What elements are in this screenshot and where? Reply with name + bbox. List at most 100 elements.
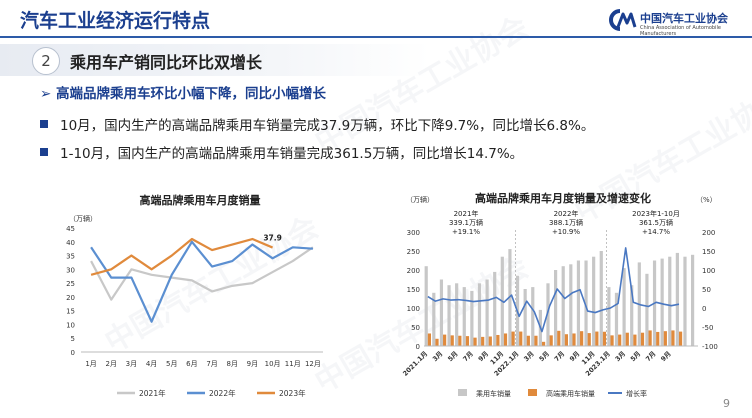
y-tick-label: 50 xyxy=(411,324,420,332)
subheading: ➢ 高端品牌乘用车环比小幅下降，同比小幅增长 xyxy=(40,82,326,102)
watermark: 中国汽车工业协会 xyxy=(309,9,535,161)
section-number: 2 xyxy=(32,47,60,75)
page-title: 汽车工业经济运行特点 xyxy=(20,10,211,32)
y2-tick-label: 50 xyxy=(702,286,711,294)
x-tick-label: 7月 xyxy=(461,350,474,363)
annotation-label: +19.1% xyxy=(452,228,480,236)
bar-premium-sales xyxy=(572,333,576,346)
legend-label: 2023年 xyxy=(279,388,306,398)
bar-total-sales xyxy=(576,260,581,346)
bullet-text: 1-10月，国内生产的高端品牌乘用车销量完成361.5万辆，同比增长14.7%。 xyxy=(60,146,524,162)
bar-total-sales xyxy=(531,287,535,346)
bar-premium-sales xyxy=(541,341,546,346)
bar-total-sales xyxy=(622,268,626,346)
y-axis-unit-label: （万辆） xyxy=(69,214,97,223)
y-tick-label: 0 xyxy=(71,349,75,357)
series-line-growth-rate xyxy=(427,247,680,333)
x-tick-label: 7月 xyxy=(553,350,566,363)
bar-premium-sales xyxy=(503,333,508,346)
bar-premium-sales xyxy=(481,336,485,346)
bar-premium-sales xyxy=(595,331,599,346)
y2-tick-label: -100 xyxy=(702,343,718,351)
bar-premium-sales xyxy=(633,334,637,346)
bar-total-sales xyxy=(561,266,565,346)
y2-tick-label: 200 xyxy=(702,229,715,237)
y2-tick-label: 150 xyxy=(702,248,715,256)
annotation-label: +10.9% xyxy=(552,228,580,236)
bar-premium-sales xyxy=(564,334,569,346)
bar-total-sales xyxy=(523,289,527,346)
bar-total-sales xyxy=(424,266,428,346)
bar-total-sales xyxy=(668,256,672,346)
annotation-label: 361.5万辆 xyxy=(639,218,673,227)
x-tick-label: 7月 xyxy=(206,360,217,368)
bar-premium-sales xyxy=(640,332,645,346)
legend-label: 高端乘用车销量 xyxy=(546,389,595,398)
x-tick-label: 2021.1月 xyxy=(401,350,429,378)
bar-premium-sales xyxy=(656,331,660,346)
y-tick-label: 150 xyxy=(407,286,420,294)
bar-total-sales xyxy=(477,283,482,346)
legend-label: 增长率 xyxy=(626,389,647,398)
y2-tick-label: -50 xyxy=(702,324,713,332)
legend-label: 乘用车销量 xyxy=(476,389,511,398)
bar-total-sales xyxy=(584,260,588,346)
y-tick-label: 100 xyxy=(407,305,420,313)
bar-total-sales xyxy=(493,271,497,346)
annotation-label: 388.1万辆 xyxy=(549,218,583,227)
x-tick-label: 5月 xyxy=(446,350,459,363)
bar-total-sales xyxy=(592,256,596,346)
x-tick-label: 8月 xyxy=(227,360,238,368)
bar-total-sales xyxy=(470,290,474,346)
y-axis-unit-label: （万辆） xyxy=(406,195,434,204)
x-tick-label: 3月 xyxy=(522,350,535,363)
x-tick-label: 3月 xyxy=(126,360,137,368)
x-tick-label: 2月 xyxy=(106,360,117,368)
x-tick-label: 5月 xyxy=(538,350,551,363)
y2-tick-label: 100 xyxy=(702,267,715,275)
bar-total-sales xyxy=(569,264,573,346)
bar-premium-sales xyxy=(602,331,607,346)
x-tick-label: 4月 xyxy=(146,360,157,368)
subheading-text: 高端品牌乘用车环比小幅下降，同比小幅增长 xyxy=(56,86,326,102)
legend-label: 2021年 xyxy=(139,388,166,398)
bar-total-sales xyxy=(546,283,550,346)
bar-premium-sales xyxy=(648,330,652,346)
bar-premium-sales xyxy=(427,333,432,346)
bar-premium-sales xyxy=(534,335,538,346)
annotation-label: 339.1万辆 xyxy=(449,218,483,227)
y-tick-label: 30 xyxy=(66,266,75,274)
series-line-2022年 xyxy=(90,240,313,323)
bar-total-sales xyxy=(645,273,649,346)
y-tick-label: 0 xyxy=(416,343,420,351)
bar-total-sales xyxy=(599,251,603,346)
bar-premium-sales xyxy=(610,335,614,346)
x-tick-label: 5月 xyxy=(166,360,177,368)
bar-total-sales xyxy=(432,292,436,346)
monthly-sales-growth-combo-chart: 高端品牌乘用车月度销量及增速变化 （万辆） （%） 0 50 100 150 200 250 30… xyxy=(401,191,718,398)
bar-premium-sales xyxy=(526,335,530,346)
chart-title: 高端品牌乘用车月度销量及增速变化 xyxy=(475,191,651,205)
bar-total-sales xyxy=(614,292,619,346)
bar-premium-sales xyxy=(519,331,523,346)
bar-premium-sales xyxy=(663,331,667,346)
square-bullet-icon xyxy=(40,148,48,156)
monthly-sales-line-chart: 高端品牌乘用车月度销量 （万辆） 0 5 10 15 20 25 30 35 40 45 1月 2月 3月 4… xyxy=(66,193,323,398)
y-tick-label: 40 xyxy=(66,239,75,247)
section-header: 2 乘用车产销同比环比双增长 xyxy=(0,44,430,76)
bar-premium-sales xyxy=(671,330,675,346)
bar-premium-sales xyxy=(511,331,515,346)
y-tick-label: 25 xyxy=(66,280,75,288)
x-tick-label: 5月 xyxy=(629,350,642,363)
legend-swatch xyxy=(458,389,467,396)
bar-total-sales xyxy=(447,285,451,346)
square-bullet-icon xyxy=(40,120,48,128)
arrow-icon: ➢ xyxy=(40,86,52,102)
y-tick-label: 200 xyxy=(407,267,420,275)
y-tick-label: 10 xyxy=(66,321,75,329)
bar-premium-sales xyxy=(450,335,454,346)
logo: 中国汽车工业协会 China Association of Automobile… xyxy=(606,8,746,37)
bar-total-sales xyxy=(683,256,687,346)
x-tick-label: 3月 xyxy=(431,350,444,363)
legend-swatch xyxy=(528,389,537,396)
